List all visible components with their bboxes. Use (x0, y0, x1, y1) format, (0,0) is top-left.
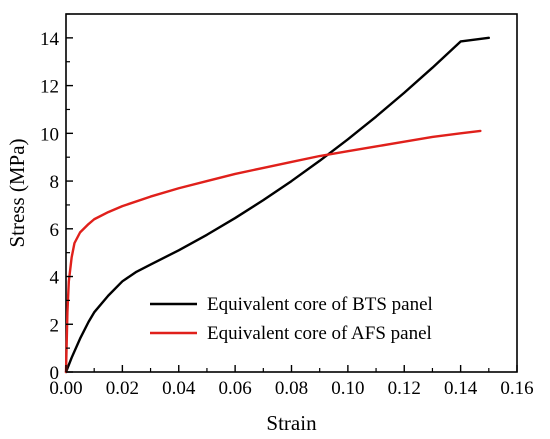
plot-frame (65, 13, 518, 373)
y-tick-label: 8 (50, 172, 60, 193)
y-tick-label: 2 (50, 315, 60, 336)
series-line-afs (64, 129, 482, 374)
y-tick-label: 10 (40, 124, 59, 145)
legend-label-afs: Equivalent core of AFS panel (207, 323, 432, 344)
x-tick-label: 0.00 (49, 378, 82, 399)
y-tick-label: 0 (50, 363, 60, 384)
x-tick-label: 0.10 (331, 378, 364, 399)
x-tick-label: 0.08 (275, 378, 308, 399)
x-tick-label: 0.04 (162, 378, 196, 399)
series-line-bts (64, 36, 491, 374)
y-tick-label: 14 (40, 29, 60, 50)
x-tick-label: 0.02 (106, 378, 139, 399)
x-axis-title: Strain (266, 411, 317, 435)
x-tick-label: 0.06 (219, 378, 252, 399)
legend-label-bts: Equivalent core of BTS panel (207, 294, 433, 315)
y-tick-label: 12 (40, 77, 59, 98)
y-tick-label: 6 (50, 220, 60, 241)
x-tick-label: 0.12 (388, 378, 421, 399)
x-tick-label: 0.14 (444, 378, 478, 399)
x-tick-label: 0.16 (500, 378, 533, 399)
y-axis-title: Stress (MPa) (5, 138, 29, 247)
y-tick-label: 4 (50, 268, 60, 289)
